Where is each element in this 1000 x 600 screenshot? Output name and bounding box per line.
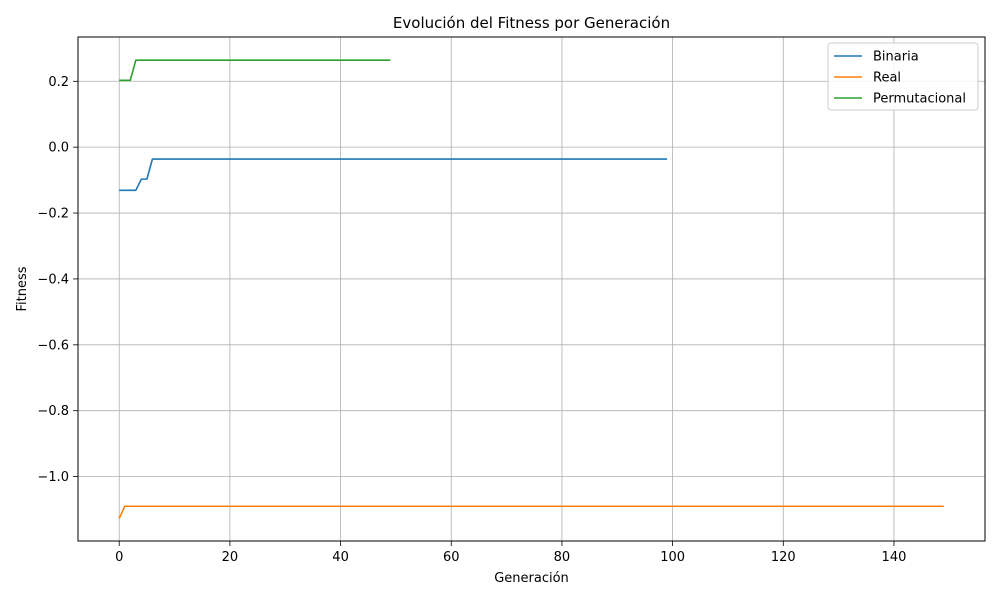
grid [78,37,985,541]
y-axis-label: Fitness [15,266,30,311]
x-tick-label: 80 [554,550,571,565]
legend-entry-real: Real [873,71,901,86]
legend-entry-binaria: Binaria [873,50,919,65]
y-tick-label: −0.8 [37,404,69,419]
legend-box [827,42,979,111]
y-tick-label: −0.6 [37,338,69,353]
x-tick-label: 20 [222,550,239,565]
x-tick-label: 40 [332,550,349,565]
x-tick-label: 100 [660,550,685,565]
chart-title: Evolución del Fitness por Generación [393,14,670,32]
legend-entry-permutacional: Permutacional [873,92,966,107]
x-tick-label: 0 [115,550,123,565]
x-tick-label: 120 [771,550,796,565]
y-tick-label: −0.2 [37,207,69,222]
x-tick-label: 60 [443,550,460,565]
series-line-real [118,505,944,519]
legend: Binaria Real Permutacional [827,42,979,111]
plot-area [77,36,986,542]
axis-ticks: 0 20 40 60 80 100 120 140 −1.0 −0.8 −0.6 −0.4 −0.2 0.… [37,75,906,565]
y-tick-label: 0.0 [48,141,69,156]
y-tick-label: −1.0 [37,470,69,485]
y-tick-label: −0.4 [37,272,69,287]
series-lines [118,59,944,519]
x-axis-label: Generación [494,571,569,586]
x-tick-label: 140 [882,550,907,565]
series-line-permutacional [119,59,391,82]
series-line-binaria [119,158,668,192]
y-tick-label: 0.2 [48,75,69,90]
